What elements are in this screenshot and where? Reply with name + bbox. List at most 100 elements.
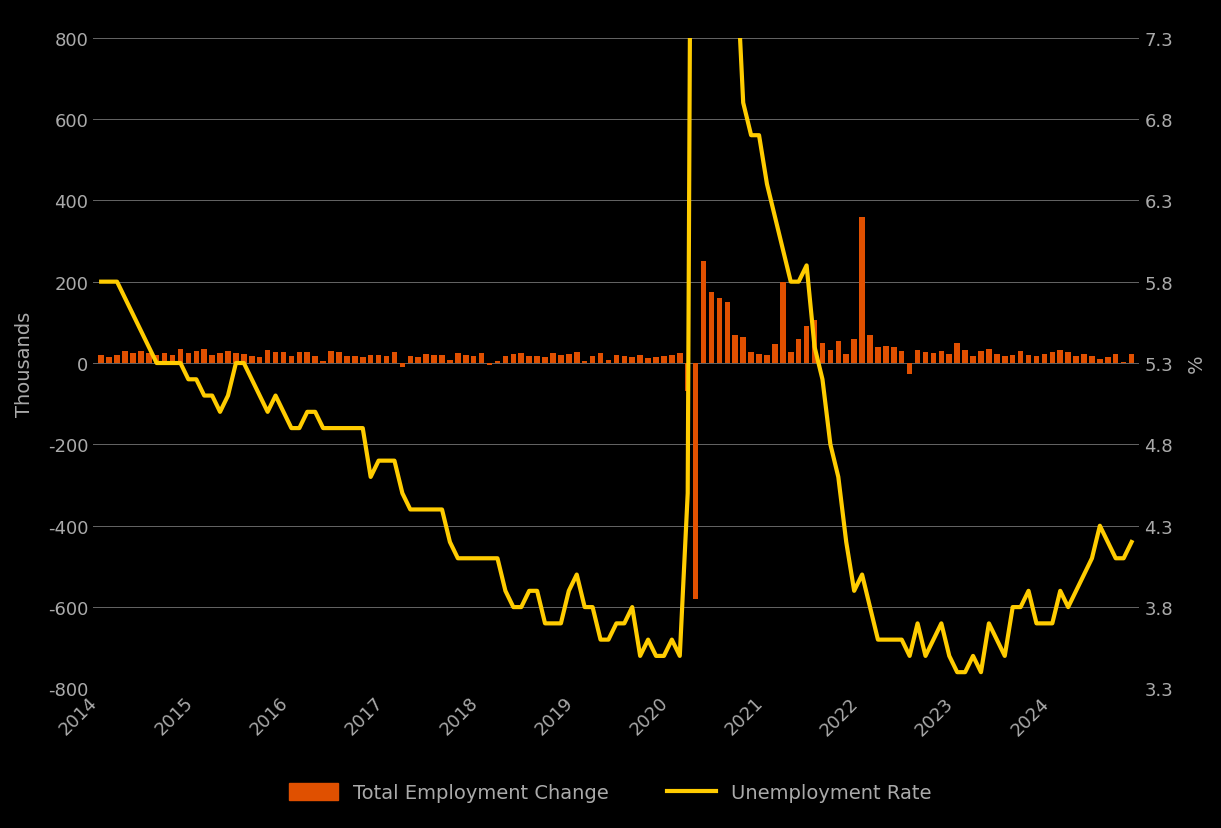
Bar bbox=[106, 358, 112, 363]
Bar bbox=[899, 352, 905, 363]
Bar bbox=[567, 354, 571, 363]
Bar bbox=[978, 352, 984, 363]
Bar bbox=[503, 356, 508, 363]
Bar bbox=[891, 348, 896, 363]
Bar bbox=[265, 350, 270, 363]
Bar bbox=[955, 344, 960, 363]
Bar bbox=[614, 355, 619, 363]
Bar bbox=[1082, 354, 1087, 363]
Bar bbox=[147, 354, 151, 363]
Bar bbox=[606, 360, 612, 363]
Bar bbox=[479, 354, 485, 363]
Bar bbox=[281, 352, 286, 363]
Bar bbox=[487, 363, 492, 366]
Bar bbox=[1073, 356, 1079, 363]
Bar bbox=[1002, 356, 1007, 363]
Bar bbox=[646, 359, 651, 363]
Bar bbox=[582, 362, 587, 363]
Bar bbox=[304, 352, 310, 363]
Bar bbox=[542, 357, 548, 363]
Bar bbox=[424, 354, 429, 363]
Bar bbox=[519, 354, 524, 363]
Bar bbox=[272, 352, 278, 363]
Bar bbox=[939, 352, 944, 363]
Bar bbox=[336, 352, 342, 363]
Bar bbox=[1057, 351, 1063, 363]
Bar bbox=[225, 351, 231, 363]
Bar bbox=[828, 351, 833, 363]
Bar bbox=[637, 355, 643, 363]
Bar bbox=[621, 356, 628, 363]
Bar bbox=[661, 356, 667, 363]
Bar bbox=[987, 349, 991, 363]
Bar bbox=[1105, 358, 1111, 363]
Bar bbox=[447, 360, 453, 363]
Bar bbox=[772, 344, 778, 363]
Bar bbox=[431, 355, 437, 363]
Bar bbox=[692, 363, 698, 599]
Bar bbox=[962, 350, 968, 363]
Bar bbox=[209, 355, 215, 363]
Bar bbox=[376, 355, 381, 363]
Bar bbox=[1018, 351, 1023, 363]
Bar bbox=[653, 357, 659, 363]
Bar bbox=[178, 349, 183, 363]
Bar bbox=[313, 356, 317, 363]
Bar bbox=[131, 354, 136, 363]
Bar bbox=[590, 356, 596, 363]
Bar bbox=[186, 354, 192, 363]
Bar bbox=[796, 339, 801, 363]
Bar bbox=[701, 262, 706, 363]
Bar bbox=[875, 347, 880, 363]
Bar bbox=[740, 337, 746, 363]
Bar bbox=[392, 353, 397, 363]
Bar bbox=[122, 351, 128, 363]
Y-axis label: Thousands: Thousands bbox=[15, 311, 34, 416]
Bar bbox=[717, 299, 722, 363]
Bar bbox=[1098, 360, 1103, 363]
Bar bbox=[344, 356, 349, 363]
Bar bbox=[844, 355, 849, 363]
Y-axis label: %: % bbox=[1187, 354, 1206, 373]
Bar bbox=[162, 354, 167, 363]
Bar bbox=[835, 342, 841, 363]
Bar bbox=[780, 282, 785, 363]
Bar bbox=[1026, 355, 1032, 363]
Bar bbox=[241, 354, 247, 363]
Bar bbox=[154, 355, 160, 363]
Bar bbox=[138, 351, 144, 363]
Bar bbox=[907, 363, 912, 374]
Bar bbox=[201, 349, 208, 363]
Bar bbox=[708, 292, 714, 363]
Bar bbox=[1042, 354, 1048, 363]
Bar bbox=[471, 357, 476, 363]
Bar bbox=[1050, 353, 1055, 363]
Bar bbox=[860, 217, 864, 363]
Bar bbox=[994, 355, 1000, 363]
Bar bbox=[1034, 356, 1039, 363]
Bar bbox=[1128, 354, 1134, 363]
Bar bbox=[408, 356, 413, 363]
Bar bbox=[233, 354, 238, 363]
Bar bbox=[170, 355, 176, 363]
Bar bbox=[383, 356, 389, 363]
Bar bbox=[440, 355, 444, 363]
Bar bbox=[288, 356, 294, 363]
Bar bbox=[851, 340, 857, 363]
Bar bbox=[256, 357, 263, 363]
Bar bbox=[551, 354, 556, 363]
Bar bbox=[812, 321, 817, 363]
Bar bbox=[320, 362, 326, 363]
Bar bbox=[946, 354, 952, 363]
Bar bbox=[399, 363, 405, 368]
Bar bbox=[352, 356, 358, 363]
Bar bbox=[526, 356, 532, 363]
Bar bbox=[415, 357, 421, 363]
Bar bbox=[1066, 353, 1071, 363]
Bar bbox=[915, 350, 921, 363]
Bar bbox=[328, 351, 333, 363]
Bar bbox=[685, 363, 691, 392]
Bar bbox=[630, 358, 635, 363]
Bar bbox=[510, 354, 516, 363]
Bar bbox=[669, 355, 675, 363]
